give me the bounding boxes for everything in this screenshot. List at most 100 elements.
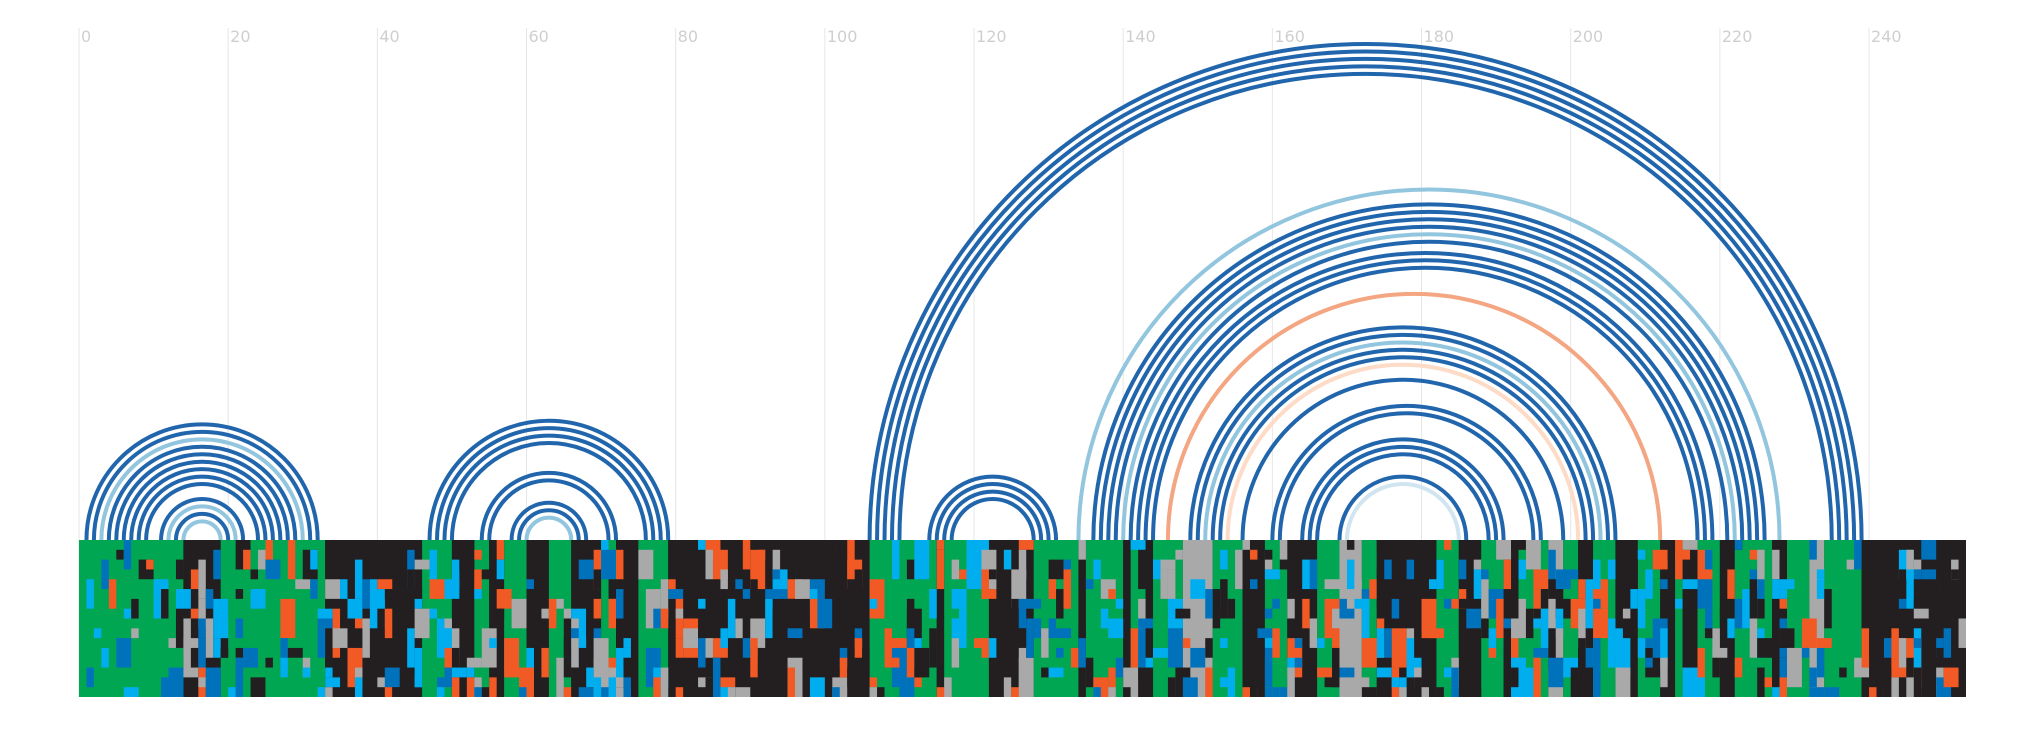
track-speckle: [1660, 579, 1668, 590]
track-speckle: [1249, 667, 1258, 697]
track-speckle: [705, 549, 713, 580]
track-speckle: [131, 628, 139, 639]
track-speckle: [1548, 657, 1564, 688]
track-speckle: [772, 608, 781, 648]
base-pair-arc: [1151, 265, 1700, 541]
track-speckle: [1660, 628, 1668, 668]
track-speckle: [1749, 579, 1758, 619]
track-speckle: [429, 549, 438, 580]
track-speckle: [1593, 559, 1601, 599]
track-speckle: [1138, 598, 1146, 629]
track-speckle: [1719, 608, 1728, 619]
track-speckle: [1622, 608, 1631, 619]
track-speckle: [1481, 579, 1489, 619]
track-speckle: [698, 598, 706, 609]
track-speckle: [1772, 687, 1780, 697]
track-speckle: [250, 569, 259, 580]
track-speckle: [228, 687, 236, 697]
track-speckle: [675, 677, 684, 688]
track-speckle: [1033, 598, 1042, 609]
track-speckle: [1130, 628, 1139, 668]
track-speckle: [1182, 677, 1198, 697]
track-speckle: [735, 618, 743, 639]
x-tick-label: 0: [81, 27, 91, 46]
track-speckle: [705, 657, 713, 678]
track-speckle: [1816, 569, 1825, 580]
track-speckle: [1809, 687, 1825, 697]
track-speckle: [205, 618, 214, 658]
track-speckle: [1876, 677, 1884, 697]
track-speckle: [1943, 628, 1952, 658]
track-speckle: [1779, 598, 1787, 609]
track-speckle: [1063, 569, 1071, 609]
track-speckle: [1913, 638, 1922, 648]
track-speckle: [1384, 559, 1392, 580]
track-speckle: [1824, 589, 1832, 629]
track-speckle: [1093, 687, 1101, 697]
track-speckle: [354, 667, 363, 678]
track-speckle: [1361, 687, 1377, 697]
track-speckle: [1913, 559, 1922, 570]
track-speckle: [1257, 628, 1273, 639]
track-speckle: [1622, 549, 1631, 560]
track-speckle: [1786, 647, 1802, 688]
track-speckle: [362, 579, 370, 609]
track-speckle: [1540, 589, 1549, 609]
track-speckle: [1070, 647, 1079, 668]
track-speckle: [1264, 559, 1273, 570]
track-speckle: [1190, 579, 1206, 599]
track-speckle: [1675, 598, 1683, 609]
track-speckle: [891, 540, 900, 580]
track-speckle: [205, 589, 214, 609]
track-speckle: [1003, 549, 1012, 570]
track-speckle: [1593, 647, 1601, 678]
x-tick-label: 80: [678, 27, 698, 46]
track-speckle: [1898, 638, 1907, 668]
track-speckle: [302, 667, 311, 678]
track-speckle: [1160, 559, 1176, 570]
track-speckle: [1637, 589, 1646, 629]
track-speckle: [489, 638, 497, 648]
track-speckle: [593, 569, 602, 590]
track-speckle: [1518, 559, 1526, 580]
track-speckle: [795, 677, 803, 697]
track-speckle: [772, 549, 781, 580]
track-speckle: [1011, 598, 1019, 639]
track-speckle: [1272, 628, 1280, 658]
track-speckle: [1555, 628, 1564, 658]
track-speckle: [1302, 598, 1310, 629]
track-speckle: [504, 647, 520, 678]
track-speckle: [1675, 549, 1691, 560]
track-speckle: [586, 598, 594, 639]
track-speckle: [1346, 540, 1355, 550]
track-speckle: [1943, 549, 1952, 570]
track-speckle: [1048, 559, 1064, 580]
track-speckle: [414, 608, 430, 639]
track-speckle: [1391, 677, 1400, 688]
track-speckle: [198, 618, 206, 639]
track-speckle: [772, 667, 781, 678]
track-speckle: [280, 657, 288, 678]
base-pair-arc: [877, 51, 1854, 540]
track-segment: [474, 540, 490, 697]
track-speckle: [742, 589, 751, 599]
track-speckle: [1757, 667, 1765, 697]
track-speckle: [1466, 608, 1482, 629]
track-speckle: [1056, 628, 1071, 639]
track-speckle: [332, 608, 341, 619]
track-speckle: [496, 608, 505, 619]
track-speckle: [1041, 667, 1049, 678]
track-speckle: [936, 549, 945, 590]
track-speckle: [429, 608, 438, 619]
track-speckle: [153, 598, 162, 619]
track-speckle: [347, 598, 363, 619]
track-speckle: [660, 608, 669, 629]
track-speckle: [1757, 549, 1765, 590]
track-speckle: [675, 638, 684, 658]
base-pair-arc: [1300, 437, 1506, 541]
track-speckle: [1645, 657, 1653, 668]
base-pair-arc: [897, 71, 1834, 541]
track-speckle: [906, 677, 915, 697]
track-speckle: [787, 667, 796, 697]
base-pair-arc: [1337, 475, 1469, 541]
